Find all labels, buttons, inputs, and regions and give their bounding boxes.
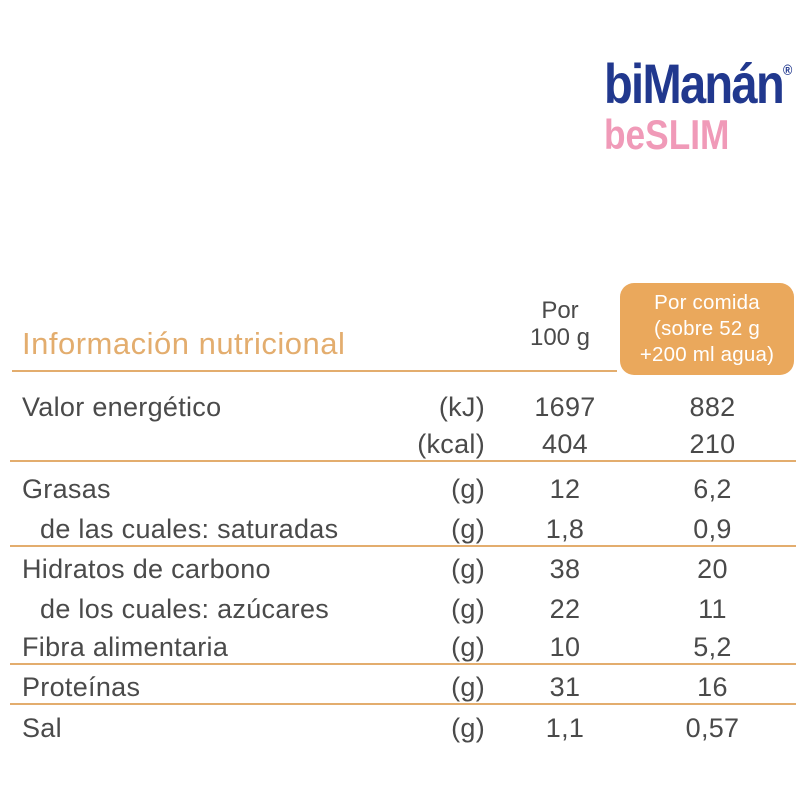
column-header-per-serving-badge: Por comida (sobre 52 g +200 ml agua) (620, 283, 794, 375)
row-unit: (g) (451, 514, 485, 544)
table-row-fat: Grasas (g) 12 6,2 (0, 471, 800, 507)
row-value-per-100g: 1,8 (545, 514, 585, 544)
row-value-per-serving: 210 (689, 429, 736, 459)
row-value-per-100g: 31 (549, 672, 581, 702)
row-unit: (g) (451, 474, 485, 504)
table-row-sugars: de los cuales: azúcares (g) 22 11 (0, 591, 800, 627)
row-value-per-serving: 6,2 (693, 474, 732, 504)
row-label: de las cuales: saturadas (40, 514, 339, 544)
nutrition-table-title: Información nutricional (22, 326, 346, 361)
table-row-energy-kcal: (kcal) 404 210 (0, 426, 800, 462)
per-serving-line1: Por comida (654, 291, 760, 314)
row-value-per-100g: 1697 (534, 392, 596, 422)
row-value-per-serving: 20 (697, 554, 728, 584)
brand-logo: biManán® beSLIM (604, 42, 800, 158)
row-value-per-100g: 38 (549, 554, 581, 584)
row-label: Valor energético (22, 392, 222, 422)
row-value-per-100g: 12 (549, 474, 581, 504)
row-value-per-100g: 10 (549, 632, 581, 662)
table-row-salt: Sal (g) 1,1 0,57 (0, 710, 800, 746)
brand-name: biManán® (604, 42, 792, 113)
row-label: Grasas (22, 474, 111, 504)
section-divider (10, 703, 796, 705)
row-label: de los cuales: azúcares (40, 594, 330, 624)
row-value-per-100g: 404 (542, 429, 588, 459)
row-label: Hidratos de carbono (22, 554, 271, 584)
row-value-per-serving: 0,9 (693, 514, 732, 544)
row-value-per-serving: 16 (697, 672, 728, 702)
row-unit: (kcal) (417, 429, 485, 459)
row-value-per-100g: 1,1 (545, 713, 585, 743)
row-unit: (kJ) (438, 392, 485, 422)
table-row-fiber: Fibra alimentaria (g) 10 5,2 (0, 629, 800, 665)
table-row-protein: Proteínas (g) 31 16 (0, 669, 800, 705)
per-100g-line1: Por (541, 297, 579, 324)
per-serving-line3: +200 ml agua) (639, 343, 775, 366)
row-value-per-serving: 882 (689, 392, 736, 422)
row-value-per-serving: 11 (698, 594, 727, 624)
row-value-per-serving: 0,57 (685, 713, 740, 743)
row-value-per-serving: 5,2 (693, 632, 732, 662)
section-divider (10, 663, 796, 665)
row-unit: (g) (451, 672, 485, 702)
row-unit: (g) (451, 594, 485, 624)
row-value-per-100g: 22 (549, 594, 581, 624)
row-unit: (g) (451, 632, 485, 662)
section-divider (10, 460, 796, 462)
registered-trademark-icon: ® (783, 62, 793, 79)
row-label: Proteínas (22, 672, 141, 702)
row-label: Sal (22, 713, 62, 743)
table-row-energy-kj: Valor energético (kJ) 1697 882 (0, 389, 800, 425)
header-divider (12, 370, 617, 372)
per-100g-line2: 100 g (529, 324, 591, 351)
row-unit: (g) (451, 713, 485, 743)
brand-name-text: biManán (604, 52, 785, 115)
column-header-per-100g: Por 100 g (500, 297, 620, 351)
table-row-carbohydrates: Hidratos de carbono (g) 38 20 (0, 551, 800, 587)
row-unit: (g) (451, 554, 485, 584)
table-row-saturated-fat: de las cuales: saturadas (g) 1,8 0,9 (0, 511, 800, 547)
section-divider (10, 545, 796, 547)
row-label: Fibra alimentaria (22, 632, 229, 662)
subbrand-name: beSLIM (604, 111, 730, 158)
per-serving-line2: (sobre 52 g (654, 317, 760, 340)
